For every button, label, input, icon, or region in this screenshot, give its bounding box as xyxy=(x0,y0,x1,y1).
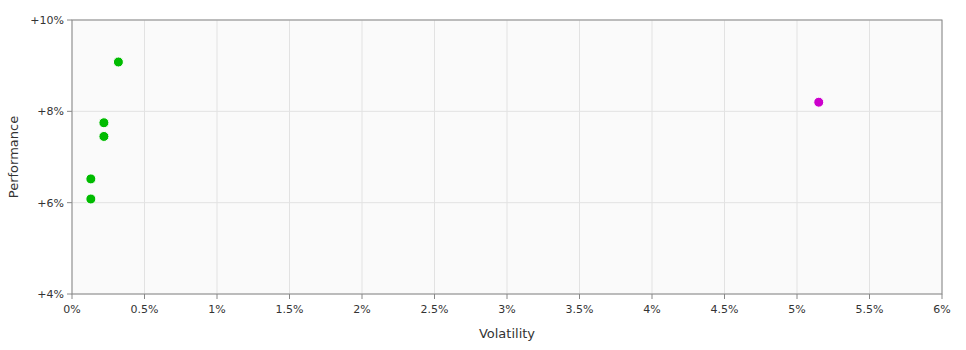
x-tick xyxy=(869,294,870,299)
x-tick xyxy=(362,294,363,299)
x-tick xyxy=(289,294,290,299)
x-tick-label: 5.5% xyxy=(856,303,884,316)
x-tick-label: 3.5% xyxy=(566,303,594,316)
grid-line-x xyxy=(724,20,725,294)
y-tick xyxy=(67,111,72,112)
scatter-point xyxy=(99,131,109,141)
scatter-point xyxy=(814,97,824,107)
x-tick-label: 0.5% xyxy=(131,303,159,316)
chart: 0% 0.5% 1% 1.5% 2% 2.5% 3% 3.5% 4% 4.5% 5% 5.5% 6% +4… xyxy=(0,0,966,350)
x-tick xyxy=(724,294,725,299)
scatter-point xyxy=(113,57,123,67)
series xyxy=(814,97,824,107)
scatter-point xyxy=(99,118,109,128)
x-tick-label: 0% xyxy=(63,303,80,316)
y-tick-label: +4% xyxy=(37,288,64,301)
x-tick xyxy=(72,294,73,299)
x-tick-label: 4% xyxy=(643,303,660,316)
data-points xyxy=(86,57,824,204)
plot-frame xyxy=(72,20,942,294)
y-tick xyxy=(67,20,72,21)
grid-line-x xyxy=(579,20,580,294)
x-tick xyxy=(507,294,508,299)
grid-line-x xyxy=(289,20,290,294)
x-tick-label: 1.5% xyxy=(276,303,304,316)
grid-line-y xyxy=(72,111,942,112)
grid xyxy=(72,20,942,294)
grid-line-x xyxy=(652,20,653,294)
x-tick xyxy=(942,294,943,299)
x-tick xyxy=(217,294,218,299)
y-tick xyxy=(67,202,72,203)
scatter-point xyxy=(86,174,96,184)
x-tick xyxy=(797,294,798,299)
y-tick-label: +10% xyxy=(30,14,64,27)
x-tick xyxy=(579,294,580,299)
grid-line-x xyxy=(217,20,218,294)
scatter-point xyxy=(86,194,96,204)
x-tick-label: 2.5% xyxy=(421,303,449,316)
x-tick-label: 1% xyxy=(208,303,225,316)
y-tick-label: +6% xyxy=(37,197,64,210)
y-tick xyxy=(67,294,72,295)
x-tick-label: 4.5% xyxy=(711,303,739,316)
grid-line-x xyxy=(434,20,435,294)
plot-background xyxy=(72,20,942,294)
x-tick xyxy=(144,294,145,299)
y-tick-label: +8% xyxy=(37,105,64,118)
grid-line-x xyxy=(797,20,798,294)
x-axis-label: Volatility xyxy=(479,326,535,341)
series xyxy=(86,57,124,204)
x-tick-label: 5% xyxy=(788,303,805,316)
grid-line-x xyxy=(362,20,363,294)
x-tick xyxy=(652,294,653,299)
grid-line-x xyxy=(144,20,145,294)
grid-line-x xyxy=(869,20,870,294)
grid-line-y xyxy=(72,202,942,203)
x-tick-label: 2% xyxy=(353,303,370,316)
grid-line-x xyxy=(507,20,508,294)
x-tick-label: 6% xyxy=(933,303,950,316)
axes: 0% 0.5% 1% 1.5% 2% 2.5% 3% 3.5% 4% 4.5% 5% 5.5% 6% +4… xyxy=(30,14,950,316)
x-tick-label: 3% xyxy=(498,303,515,316)
x-tick xyxy=(434,294,435,299)
y-axis-label: Performance xyxy=(6,116,21,198)
